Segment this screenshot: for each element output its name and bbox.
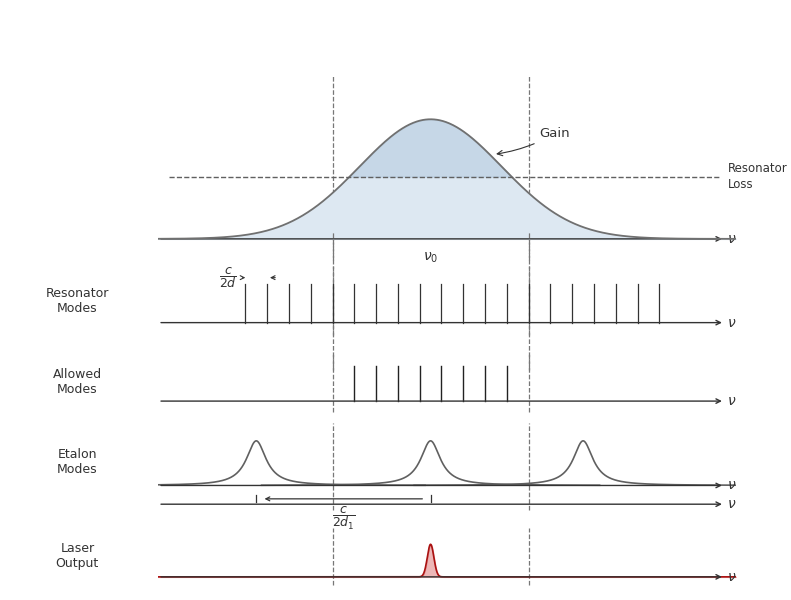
Text: $\nu$: $\nu$ bbox=[728, 316, 737, 329]
Text: Allowed
Modes: Allowed Modes bbox=[53, 368, 102, 396]
Text: Laser
Output: Laser Output bbox=[55, 542, 99, 571]
Text: $\nu_0$: $\nu_0$ bbox=[423, 251, 438, 265]
Text: Resonator
Modes: Resonator Modes bbox=[46, 287, 109, 315]
Text: $\nu$: $\nu$ bbox=[728, 478, 737, 493]
Text: $\nu$: $\nu$ bbox=[728, 394, 737, 408]
Text: $\dfrac{c}{2d}$: $\dfrac{c}{2d}$ bbox=[219, 265, 237, 290]
Text: Resonator
Loss: Resonator Loss bbox=[728, 162, 787, 191]
Text: Gain: Gain bbox=[498, 127, 570, 156]
Text: $\nu$: $\nu$ bbox=[728, 570, 737, 584]
Text: $\nu$: $\nu$ bbox=[728, 497, 737, 511]
Text: $\nu$: $\nu$ bbox=[728, 232, 737, 246]
Text: Etalon
Modes: Etalon Modes bbox=[57, 448, 97, 476]
Text: $\dfrac{c}{2d_1}$: $\dfrac{c}{2d_1}$ bbox=[331, 505, 355, 532]
